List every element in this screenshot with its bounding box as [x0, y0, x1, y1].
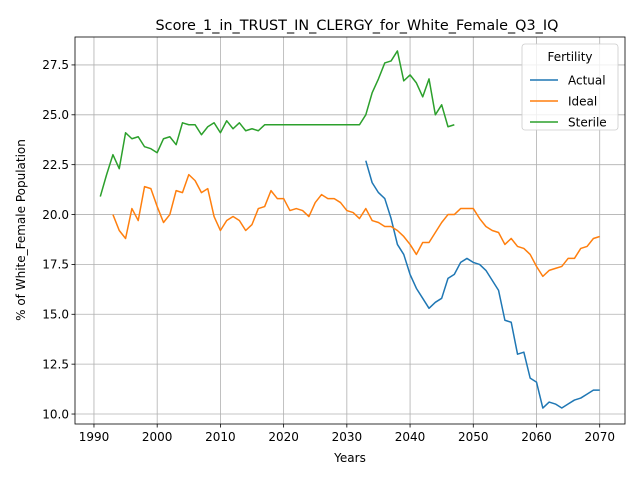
y-tick-label: 22.5: [42, 158, 69, 172]
x-tick-label: 2030: [332, 430, 363, 444]
x-axis: 1990 2000 2010 2020 2030 2040 2050 2060 2070: [79, 424, 615, 444]
legend-label-sterile: Sterile: [568, 116, 607, 130]
x-tick-label: 2070: [584, 430, 615, 444]
legend-label-ideal: Ideal: [568, 95, 597, 109]
series-line-sterile: [99, 50, 455, 197]
y-axis: 10.0 12.5 15.0 17.5 20.0 22.5 25.0 27.5: [42, 58, 75, 421]
y-tick-label: 15.0: [42, 308, 69, 322]
y-tick-label: 20.0: [42, 208, 69, 222]
y-tick-label: 10.0: [42, 407, 69, 421]
y-axis-label: % of White_Female Population: [14, 139, 28, 321]
chart-title: Score_1_in_TRUST_IN_CLERGY_for_White_Fem…: [156, 18, 559, 34]
y-tick-label: 25.0: [42, 108, 69, 122]
x-tick-label: 1990: [79, 430, 110, 444]
series-lines: [99, 50, 600, 409]
legend-title: Fertility: [547, 50, 592, 64]
x-tick-label: 2020: [268, 430, 299, 444]
y-tick-label: 12.5: [42, 357, 69, 371]
legend-box: [521, 43, 619, 131]
x-tick-label: 2000: [142, 430, 173, 444]
series-line-actual: [365, 160, 600, 409]
y-tick-label: 17.5: [42, 258, 69, 272]
legend: Fertility Actual Ideal Sterile: [521, 43, 619, 131]
x-tick-label: 2040: [395, 430, 426, 444]
x-tick-label: 2060: [521, 430, 552, 444]
x-tick-label: 2010: [205, 430, 236, 444]
plot-frame: [74, 36, 626, 425]
y-tick-label: 27.5: [42, 58, 69, 72]
x-axis-label: Years: [333, 451, 366, 465]
legend-label-actual: Actual: [568, 74, 606, 88]
x-tick-label: 2050: [458, 430, 489, 444]
series-line-ideal: [112, 173, 600, 278]
